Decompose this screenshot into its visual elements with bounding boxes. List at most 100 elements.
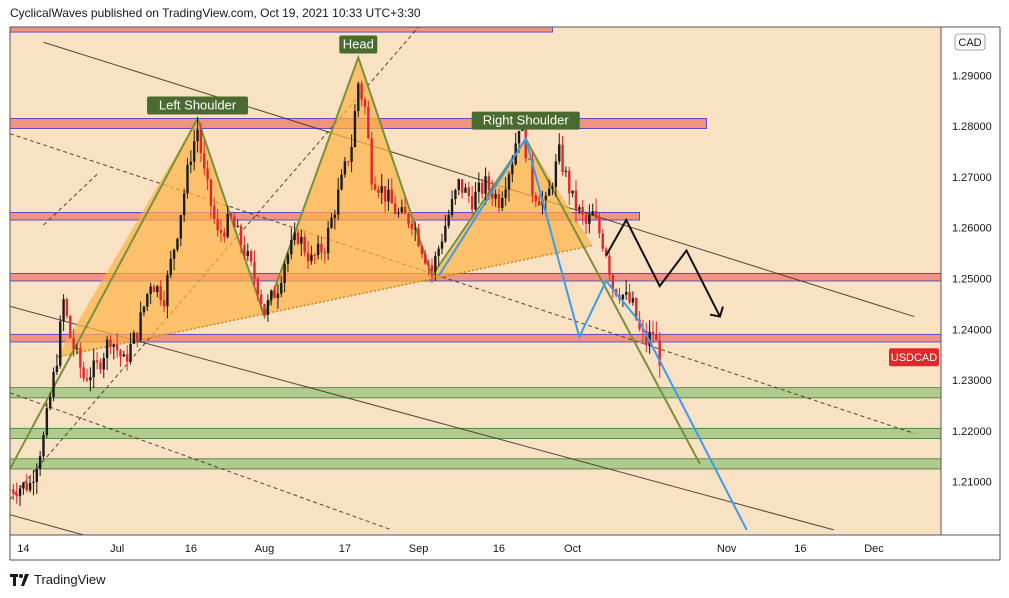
candle-body xyxy=(156,286,159,293)
candle-body xyxy=(85,378,89,381)
candle-body xyxy=(266,300,270,315)
candle-body xyxy=(273,290,276,299)
candle-body xyxy=(95,360,99,363)
candle-body xyxy=(357,83,360,112)
candle-body xyxy=(293,232,296,241)
candle-body xyxy=(89,377,92,381)
y-tick-label: 1.24000 xyxy=(952,324,992,336)
pattern-label: Head xyxy=(343,36,374,51)
candle-body xyxy=(558,144,561,162)
y-tick-label: 1.21000 xyxy=(952,477,992,489)
candle-body xyxy=(477,182,481,192)
candle-body xyxy=(38,456,42,470)
candle-body xyxy=(574,190,578,210)
candle-body xyxy=(601,233,604,249)
candle-body xyxy=(219,230,223,233)
candle-body xyxy=(149,286,152,294)
candle-body xyxy=(216,218,219,231)
candle-body xyxy=(333,214,337,218)
candle-body xyxy=(25,482,28,491)
candle-body xyxy=(447,215,450,226)
brand-name: TradingView xyxy=(34,572,106,587)
candle-body xyxy=(367,106,370,139)
candle-body xyxy=(102,357,105,370)
x-tick-label: Sep xyxy=(409,543,429,555)
projection-path-blue xyxy=(437,136,748,531)
candle-body xyxy=(62,299,65,322)
candle-body xyxy=(424,253,427,264)
candle-body xyxy=(42,434,45,457)
x-tick-label: 16 xyxy=(185,543,197,555)
candle-body xyxy=(286,254,290,264)
pattern-label-bg xyxy=(147,96,249,115)
pattern-triangle-fill xyxy=(56,118,265,358)
candle-body xyxy=(330,217,333,228)
candle-body xyxy=(571,190,574,194)
candle-body xyxy=(437,248,440,256)
candle-body xyxy=(373,184,377,190)
candle-body xyxy=(648,331,651,345)
candle-body xyxy=(310,254,313,262)
candle-body xyxy=(166,274,169,307)
zone-salmon xyxy=(10,333,941,343)
candle-body xyxy=(417,228,420,247)
candle-body xyxy=(631,298,635,303)
candle-body xyxy=(192,141,196,162)
candle-body xyxy=(564,170,568,173)
candle-body xyxy=(343,161,347,175)
candle-body xyxy=(176,238,179,250)
channel-line xyxy=(10,514,84,535)
candle-body xyxy=(494,194,497,199)
candle-body xyxy=(82,367,85,379)
candle-body xyxy=(65,299,69,316)
candle-body xyxy=(551,186,554,189)
candle-body xyxy=(397,212,400,214)
candle-body xyxy=(249,251,253,262)
candle-body xyxy=(142,306,146,313)
candle-body xyxy=(10,489,12,491)
candle-body xyxy=(283,263,286,283)
candle-body xyxy=(527,158,531,160)
candle-body xyxy=(259,294,263,304)
candle-body xyxy=(651,331,655,334)
candle-body xyxy=(55,365,59,372)
x-tick-label: Dec xyxy=(864,543,884,555)
candle-body xyxy=(440,241,444,249)
candle-body xyxy=(263,303,266,315)
x-tick-label: 14 xyxy=(17,543,29,555)
tradingview-logo-icon xyxy=(10,573,29,586)
x-tick-label: Aug xyxy=(255,543,275,555)
candle-body xyxy=(69,315,72,338)
candle-body xyxy=(501,197,504,209)
candle-body xyxy=(270,290,273,301)
candle-body xyxy=(115,344,119,351)
candle-body xyxy=(638,319,641,330)
candle-body xyxy=(608,255,611,276)
candle-body xyxy=(75,347,79,349)
candle-body xyxy=(568,170,571,194)
candle-body xyxy=(22,482,25,489)
candle-body xyxy=(353,111,357,147)
candle-body xyxy=(430,264,434,272)
publish-info: CyclicalWaves published on TradingView.c… xyxy=(10,6,421,20)
candle-body xyxy=(316,243,320,256)
candle-body xyxy=(561,144,564,173)
candle-body xyxy=(635,298,638,320)
candle-body xyxy=(427,263,430,265)
candle-body xyxy=(655,333,658,341)
candle-body xyxy=(598,218,601,234)
pattern-label: Left Shoulder xyxy=(159,97,237,112)
currency-label: CAD xyxy=(958,37,981,49)
x-tick-label: 17 xyxy=(339,543,351,555)
candle-body xyxy=(126,354,129,362)
pattern-label-bg xyxy=(339,35,378,54)
candle-body xyxy=(226,213,229,237)
candle-body xyxy=(105,339,109,358)
candle-body xyxy=(182,193,186,216)
candle-body xyxy=(253,261,256,279)
candle-body xyxy=(52,371,55,397)
candle-body xyxy=(497,194,501,209)
candle-body xyxy=(588,214,591,224)
candle-body xyxy=(454,190,457,200)
